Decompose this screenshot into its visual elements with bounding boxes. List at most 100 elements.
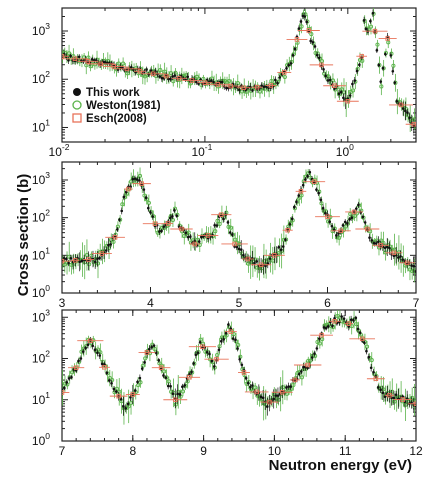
this-work-point [236,347,239,350]
this-work-point [392,396,396,400]
esch-point [332,83,337,89]
esch-point [411,122,416,127]
esch-point [163,73,169,79]
weston-point [309,32,314,37]
esch-point [332,319,337,324]
weston-point [173,402,178,407]
esch-point [62,258,65,264]
this-work-point [357,203,360,207]
weston-point [98,350,103,355]
this-work-point [195,80,198,84]
weston-point [120,202,125,207]
esch-point [385,36,390,41]
this-work-point [149,69,153,72]
this-work-point [291,54,295,57]
this-work-point [196,351,200,355]
this-work-point [293,47,297,51]
this-work-point [343,220,347,224]
this-work-point [171,392,175,396]
this-work-point [364,27,368,31]
this-work-point [192,362,195,365]
weston-point [349,324,354,329]
this-work-point [197,240,201,243]
this-work-point [235,245,239,249]
weston-point [140,363,145,368]
this-work-point [158,75,162,78]
x-tick-label: 11 [339,444,352,458]
this-work-point [259,395,263,399]
this-work-point [169,384,172,388]
this-work-point [103,60,107,64]
y-tick-exponent: 3 [45,307,50,317]
weston-point [412,117,416,122]
esch-point [215,82,221,87]
this-work-point [67,261,70,265]
this-work-point [242,253,245,257]
this-work-point [78,260,81,264]
this-work-point [224,331,228,335]
this-work-point [284,238,287,242]
this-work-point [372,241,376,245]
weston-point [117,389,122,394]
this-work-point [289,62,293,65]
this-work-point [410,264,413,267]
weston-point [162,69,167,74]
this-work-point [120,209,124,213]
this-work-point [324,326,328,330]
this-work-point [384,52,387,56]
this-work-point [328,78,332,82]
this-work-point [330,224,334,228]
weston-point [227,78,232,84]
this-work-point [315,53,319,57]
weston-point [253,385,258,390]
this-work-point [237,247,241,251]
this-work-point [365,349,368,353]
esch-point [99,251,105,256]
esch-point [272,253,277,258]
weston-point [114,386,119,391]
esch-point [85,59,91,64]
this-work-point [395,99,399,103]
this-work-point [251,89,254,92]
y-tick-label: 102 [32,208,50,225]
this-work-point [80,259,84,263]
weston-point [194,74,199,79]
esch-point [345,98,351,104]
this-work-point [149,211,152,214]
esch-point [187,375,192,380]
this-work-point [133,177,137,180]
this-work-point [340,315,343,318]
this-work-point [81,350,85,353]
this-work-point [107,379,111,382]
this-work-point [288,222,292,226]
this-work-point [368,236,371,239]
plot-frame [61,309,417,442]
weston-point [282,74,287,80]
this-work-point [305,20,309,24]
this-work-point [371,11,375,15]
this-work-point [322,326,326,329]
weston-point [242,373,247,378]
this-work-point [104,249,108,252]
this-work-point [354,207,358,210]
esch-point [325,214,330,219]
this-work-point [276,81,279,85]
this-work-point [131,177,135,181]
this-work-point [126,402,130,406]
this-work-point [262,85,266,89]
esch-point [189,78,195,83]
this-work-point [189,235,192,238]
esch-point [88,338,93,343]
this-work-point [69,54,72,58]
weston-point [180,389,186,394]
this-work-point [205,350,209,354]
legend-label: This work [86,87,140,99]
weston-point [381,240,386,246]
this-work-point [171,215,174,218]
y-tick-exponent: 1 [45,245,50,255]
this-work-point [184,231,188,235]
this-work-point [122,195,126,199]
y-tick-exponent: 2 [45,349,50,359]
this-work-point [388,246,391,250]
